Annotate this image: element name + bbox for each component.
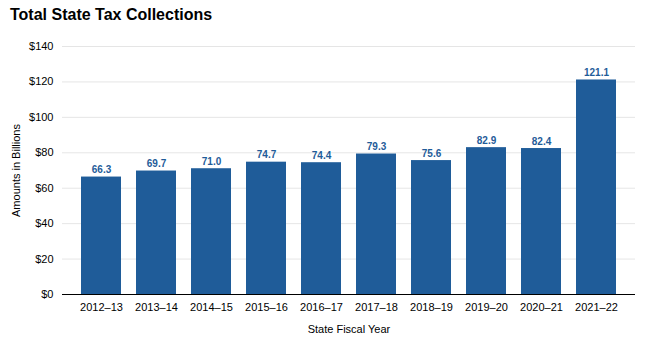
svg-text:2019–20: 2019–20 (465, 301, 508, 313)
html-text:Total State Tax Collections: Total State Tax Collections (10, 6, 213, 23)
svg-text:2017–18: 2017–18 (355, 301, 398, 313)
svg-text:$40: $40 (35, 217, 53, 229)
svg-text:Amounts in Billions: Amounts in Billions (10, 124, 22, 217)
svg-text:State Fiscal Year: State Fiscal Year (308, 323, 391, 335)
svg-text:2020–21: 2020–21 (520, 301, 563, 313)
svg-text:$60: $60 (35, 182, 53, 194)
svg-text:$120: $120 (29, 75, 53, 87)
svg-text:82.9: 82.9 (477, 135, 497, 146)
svg-text:2021–22: 2021–22 (575, 301, 618, 313)
svg-text:82.4: 82.4 (532, 136, 552, 147)
svg-text:2013–14: 2013–14 (135, 301, 178, 313)
svg-text:74.4: 74.4 (312, 150, 332, 161)
svg-text:2014–15: 2014–15 (190, 301, 233, 313)
svg-text:66.3: 66.3 (92, 164, 112, 175)
svg-text:74.7: 74.7 (257, 149, 277, 160)
svg-text:2015–16: 2015–16 (245, 301, 288, 313)
svg-text:$20: $20 (35, 253, 53, 265)
svg-text:2012–13: 2012–13 (80, 301, 123, 313)
svg-text:69.7: 69.7 (147, 158, 167, 169)
svg-text:$140: $140 (29, 40, 53, 52)
svg-text:$80: $80 (35, 146, 53, 158)
svg-text:71.0: 71.0 (202, 156, 222, 167)
svg-text:2016–17: 2016–17 (300, 301, 343, 313)
svg-text:75.6: 75.6 (422, 148, 442, 159)
svg-text:$100: $100 (29, 111, 53, 123)
svg-text:79.3: 79.3 (367, 141, 387, 152)
svg-text:2018–19: 2018–19 (410, 301, 453, 313)
svg-text:121.1: 121.1 (584, 67, 609, 78)
svg-text:$0: $0 (41, 288, 53, 300)
